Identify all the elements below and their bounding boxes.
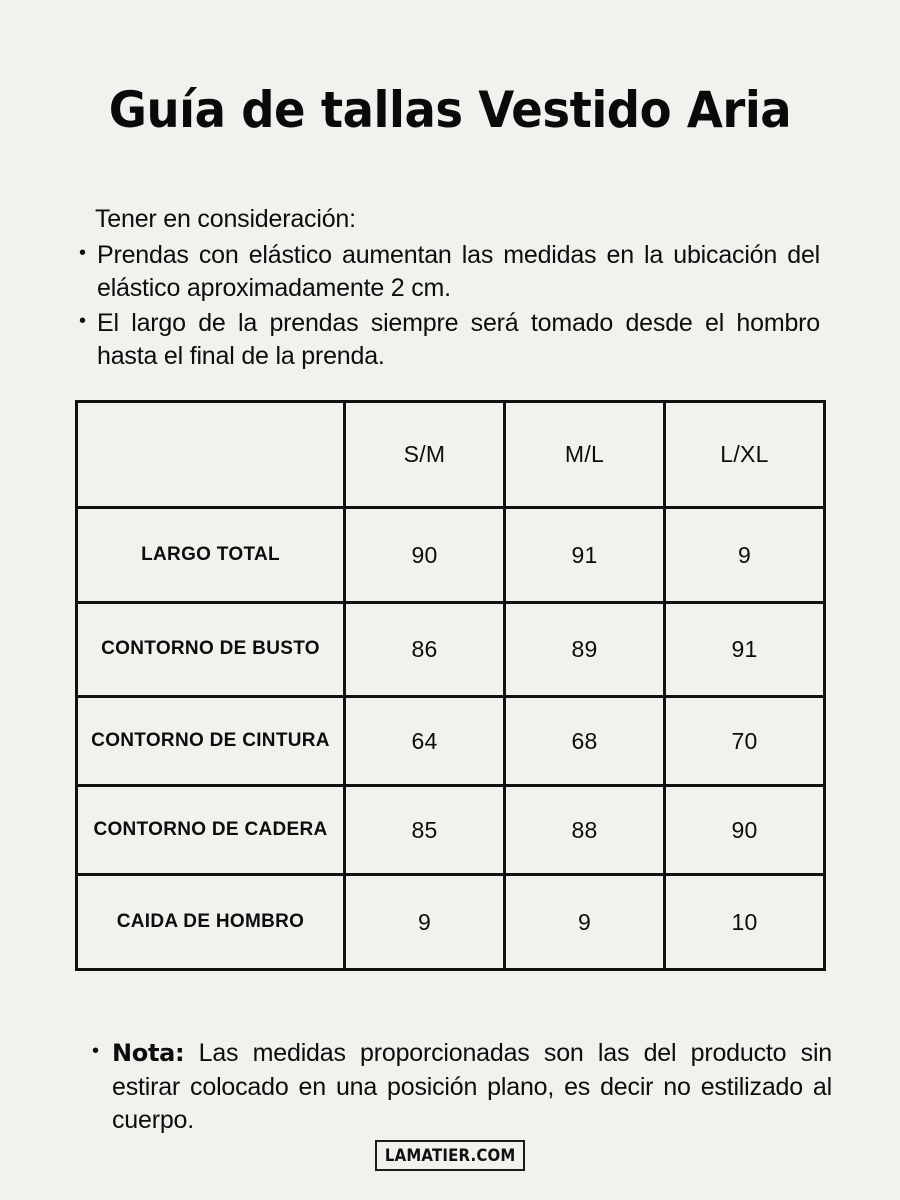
row-label-caida-hombro: CAIDA DE HOMBRO [75, 873, 346, 971]
consideration-text-1: Prendas con elástico aumentan las medida… [97, 241, 820, 302]
header-size-sm: S/M [343, 400, 506, 509]
cell-contorno-cintura-lxl: 70 [663, 695, 826, 787]
note-label: Nota: [112, 1039, 185, 1067]
table-row: CONTORNO DE BUSTO 86 89 91 [75, 601, 826, 698]
considerations-list: Prendas con elástico aumentan las medida… [75, 238, 820, 373]
cell-largo-total-ml: 91 [503, 506, 666, 604]
note-text: Las medidas proporcionadas son las del p… [112, 1039, 832, 1134]
page-title: Guía de tallas Vestido Aria [108, 80, 792, 139]
consideration-text-2: El largo de la prendas siempre será toma… [97, 309, 820, 370]
header-measurement-blank [75, 400, 346, 509]
cell-contorno-busto-lxl: 91 [663, 601, 826, 698]
cell-contorno-cadera-ml: 88 [503, 784, 666, 876]
note-item: Nota: Las medidas proporcionadas son las… [90, 1036, 832, 1138]
cell-contorno-cintura-ml: 68 [503, 695, 666, 787]
brand-text: LAMATIER.COM [384, 1145, 516, 1166]
cell-largo-total-sm: 90 [343, 506, 506, 604]
cell-contorno-cadera-sm: 85 [343, 784, 506, 876]
table-row: CAIDA DE HOMBRO 9 9 10 [75, 873, 826, 971]
row-label-contorno-cintura: CONTORNO DE CINTURA [75, 695, 346, 787]
cell-contorno-busto-sm: 86 [343, 601, 506, 698]
cell-contorno-busto-ml: 89 [503, 601, 666, 698]
cell-contorno-cintura-sm: 64 [343, 695, 506, 787]
cell-contorno-cadera-lxl: 90 [663, 784, 826, 876]
header-size-lxl: L/XL [663, 400, 826, 509]
table-row: CONTORNO DE CADERA 85 88 90 [75, 784, 826, 876]
table-row: CONTORNO DE CINTURA 64 68 70 [75, 695, 826, 787]
table-body: LARGO TOTAL 90 91 9 CONTORNO DE BUSTO 86… [75, 506, 826, 971]
header-size-ml: M/L [503, 400, 666, 509]
row-label-contorno-busto: CONTORNO DE BUSTO [75, 601, 346, 698]
note-section: Nota: Las medidas proporcionadas son las… [90, 1012, 832, 1163]
table-row: LARGO TOTAL 90 91 9 [75, 506, 826, 604]
considerations-lead: Tener en consideración: [95, 205, 356, 233]
cell-caida-hombro-lxl: 10 [663, 873, 826, 971]
cell-caida-hombro-ml: 9 [503, 873, 666, 971]
cell-largo-total-lxl: 9 [663, 506, 826, 604]
table-header-row: S/M M/L L/XL [75, 400, 826, 509]
list-item: Prendas con elástico aumentan las medida… [75, 238, 820, 305]
cell-caida-hombro-sm: 9 [343, 873, 506, 971]
row-label-largo-total: LARGO TOTAL [75, 506, 346, 604]
brand-badge: LAMATIER.COM [375, 1140, 525, 1171]
size-chart-table: S/M M/L L/XL LARGO TOTAL 90 91 9 CONTORN… [75, 400, 826, 971]
considerations-section: Tener en consideración: Prendas con elás… [75, 203, 820, 375]
table-head: S/M M/L L/XL [75, 400, 826, 509]
list-item: El largo de la prendas siempre será toma… [75, 306, 820, 373]
row-label-contorno-cadera: CONTORNO DE CADERA [75, 784, 346, 876]
